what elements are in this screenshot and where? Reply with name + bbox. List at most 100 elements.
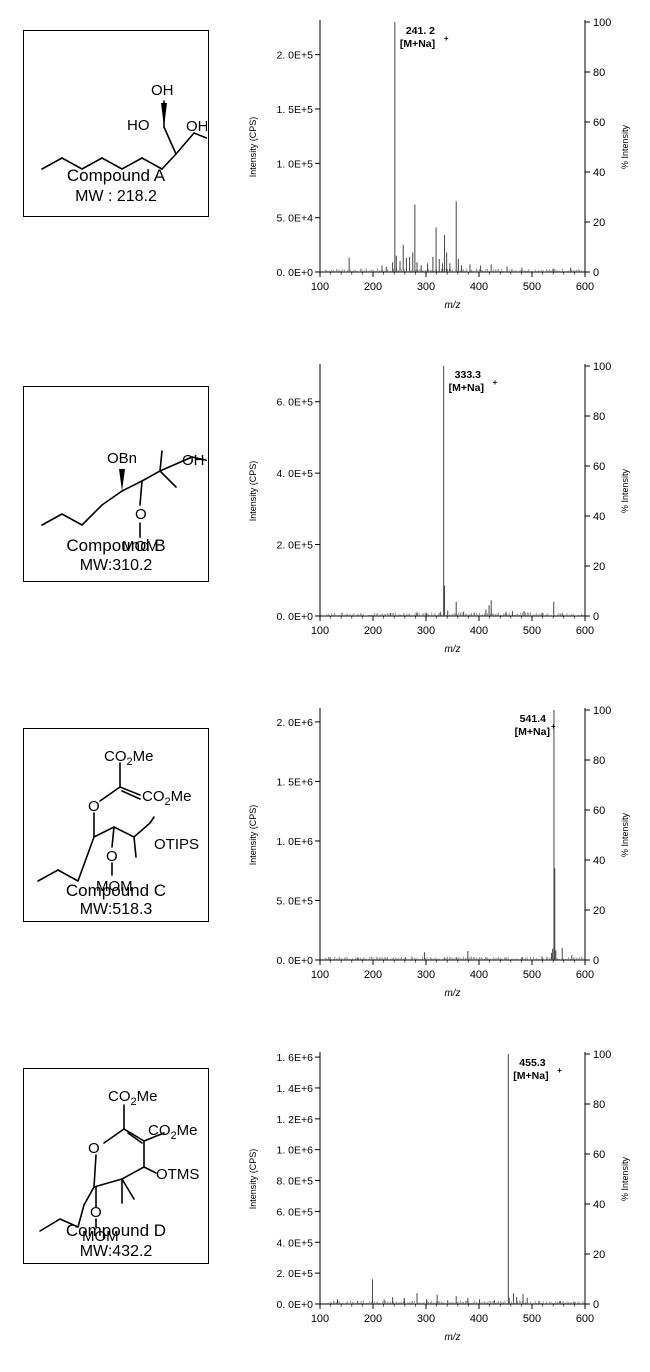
x-tick-label: 400	[470, 625, 488, 637]
label-ho: HO	[127, 117, 150, 134]
y-tick-label: 1. 0E+6	[277, 836, 314, 848]
x-axis-label: m/z	[444, 988, 460, 999]
y-tick-label: 1. 0E+5	[277, 158, 314, 170]
y2-tick-label: 60	[593, 805, 605, 817]
y2-axis-label: % Intensity	[620, 124, 630, 169]
compound-structure-box: CO2Me CO2Me O OTIPS O MOM Compound C MW:…	[23, 728, 209, 922]
y-tick-label: 8. 0E+5	[277, 1176, 314, 1188]
structure-drawing-b: OBn OH O MOM	[41, 450, 207, 555]
y-tick-label: 6. 0E+5	[277, 397, 314, 409]
adduct-charge: +	[551, 722, 556, 731]
x-tick-label: 100	[311, 969, 329, 981]
compound-mw: MW:310.2	[79, 557, 153, 574]
x-tick-label: 100	[311, 281, 329, 293]
x-tick-label: 400	[470, 281, 488, 293]
label-oh-right: OH	[186, 118, 207, 135]
label-otms: OTMS	[156, 1166, 199, 1183]
compound-structure-box: OH OH HO Compound A MW : 218.2	[23, 30, 209, 217]
x-axis-label: m/z	[444, 1332, 460, 1343]
compound-structure-box: CO2Me CO2Me O OTMS O MOM Compound D MW:4…	[23, 1068, 209, 1264]
y-axis-label: Intensity (CPS)	[248, 461, 258, 522]
label-o: O	[106, 848, 118, 865]
compound-mw: MW : 218.2	[75, 188, 157, 205]
panel-compound-c: CO2Me CO2Me O OTIPS O MOM Compound C MW:…	[0, 688, 650, 1028]
y-axis-label: Intensity (CPS)	[248, 1149, 258, 1210]
y2-tick-label: 80	[593, 1099, 605, 1111]
x-tick-label: 400	[470, 1313, 488, 1325]
y-tick-label: 1. 0E+6	[277, 1145, 314, 1157]
x-tick-label: 100	[311, 625, 329, 637]
plot-area: 100 200 300 400 500 600 0. 0E+0 2. 0E+5 4. 0E+5 6…	[248, 361, 630, 655]
compound-name: Compound B	[66, 536, 166, 555]
y-tick-label: 2. 0E+5	[277, 540, 314, 552]
x-tick-label: 300	[417, 1313, 435, 1325]
x-axis-label: m/z	[444, 644, 460, 655]
x-tick-label: 200	[364, 969, 382, 981]
label-mom: MOM	[122, 538, 159, 555]
peak-label: 455.3	[519, 1057, 545, 1069]
y2-tick-label: 80	[593, 411, 605, 423]
adduct-charge: +	[493, 378, 498, 387]
structure-drawing-c: CO2Me CO2Me O OTIPS O MOM	[37, 748, 199, 895]
compound-mw: MW:518.3	[79, 901, 153, 918]
x-tick-label: 200	[364, 625, 382, 637]
x-tick-label: 300	[417, 969, 435, 981]
y-tick-label: 4. 0E+5	[277, 468, 314, 480]
label-co2me-right: CO2Me	[148, 1122, 197, 1142]
adduct-label: [M+Na]	[449, 382, 484, 394]
adduct-charge: +	[444, 34, 449, 43]
x-tick-label: 600	[576, 625, 594, 637]
adduct-label: [M+Na]	[400, 38, 435, 50]
compound-name: Compound A	[66, 166, 166, 185]
y-tick-label: 1. 5E+6	[277, 776, 314, 788]
y-tick-label: 0. 0E+0	[277, 267, 314, 279]
y2-axis-label: % Intensity	[620, 812, 630, 857]
mass-spectrum-chart: 100 200 300 400 500 600 0. 0E+0 2. 0E+5 4. 0E+5 6…	[248, 361, 630, 655]
y-tick-label: 0. 0E+0	[277, 1299, 314, 1311]
y2-tick-label: 60	[593, 1149, 605, 1161]
y-tick-label: 0. 0E+0	[277, 611, 314, 623]
y2-tick-label: 0	[593, 611, 599, 623]
y2-tick-label: 20	[593, 905, 605, 917]
peak-label: 541.4	[520, 713, 546, 725]
structure-drawing-d: CO2Me CO2Me O OTMS O MOM	[39, 1088, 199, 1245]
x-tick-label: 500	[523, 281, 541, 293]
y-tick-label: 1. 5E+5	[277, 104, 314, 116]
x-tick-label: 500	[523, 625, 541, 637]
y-tick-label: 1. 6E+6	[277, 1052, 314, 1064]
y-tick-label: 1. 4E+6	[277, 1083, 314, 1095]
x-tick-label: 100	[311, 1313, 329, 1325]
adduct-label: [M+Na]	[513, 1070, 548, 1082]
y2-tick-label: 0	[593, 955, 599, 967]
x-tick-label: 200	[364, 1313, 382, 1325]
y-tick-label: 0. 0E+0	[277, 955, 314, 967]
y2-tick-label: 100	[593, 705, 611, 717]
y-tick-label: 6. 0E+5	[277, 1206, 314, 1218]
y2-axis-label: % Intensity	[620, 468, 630, 513]
x-tick-label: 400	[470, 969, 488, 981]
y2-tick-label: 40	[593, 167, 605, 179]
y2-axis-label: % Intensity	[620, 1156, 630, 1201]
label-co2me-right: CO2Me	[142, 788, 191, 808]
peak-label: 333.3	[455, 369, 481, 381]
y-tick-label: 2. 0E+6	[277, 717, 314, 729]
x-tick-label: 500	[523, 1313, 541, 1325]
panel-compound-d: CO2Me CO2Me O OTMS O MOM Compound D MW:4…	[0, 1032, 650, 1372]
label-co2me-top: CO2Me	[104, 748, 153, 768]
label-oh-top: OH	[151, 82, 174, 99]
compound-mw: MW:432.2	[79, 1243, 153, 1260]
y2-tick-label: 80	[593, 755, 605, 767]
y2-tick-label: 40	[593, 1199, 605, 1211]
x-tick-label: 200	[364, 281, 382, 293]
x-tick-label: 300	[417, 625, 435, 637]
compound-structure-box: OBn OH O MOM Compound B MW:310.2	[23, 386, 209, 582]
panel-compound-b: OBn OH O MOM Compound B MW:310.2 100 200 3…	[0, 344, 650, 684]
y-tick-label: 1. 2E+6	[277, 1114, 314, 1126]
y2-tick-label: 0	[593, 267, 599, 279]
adduct-charge: +	[557, 1066, 562, 1075]
